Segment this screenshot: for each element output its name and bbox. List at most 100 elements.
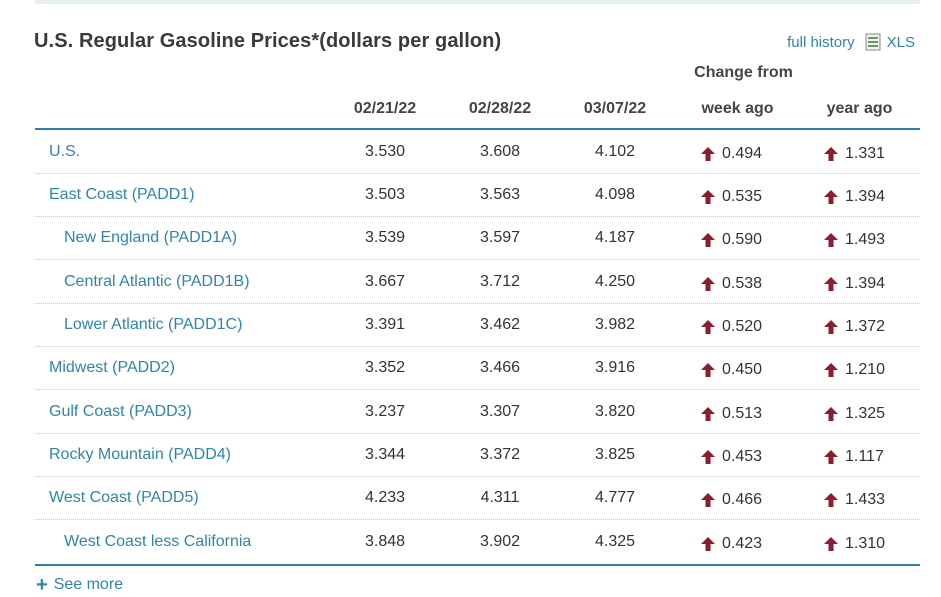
price-cell-02-21-22: 4.233 xyxy=(364,489,406,506)
arrow-up-icon xyxy=(701,190,715,204)
region-link[interactable]: Midwest (PADD2) xyxy=(49,359,175,376)
arrow-up-icon xyxy=(701,493,715,507)
price-cell-02-21-22: 3.391 xyxy=(364,316,406,333)
price-cell-02-21-22: 3.237 xyxy=(364,403,406,420)
region-link[interactable]: West Coast (PADD5) xyxy=(49,489,199,506)
change-value: 1.210 xyxy=(845,361,886,378)
price-cell-03-07-22: 3.916 xyxy=(594,359,636,376)
price-cell-03-07-22: 4.325 xyxy=(594,533,636,550)
price-cell-02-28-22: 3.307 xyxy=(479,403,521,420)
price-cell-02-28-22: 3.902 xyxy=(479,533,521,550)
change-year-cell: 1.394 xyxy=(824,275,885,293)
arrow-up-icon xyxy=(701,407,715,421)
change-year-cell: 1.372 xyxy=(824,318,885,336)
price-cell-03-07-22: 3.982 xyxy=(594,316,636,333)
header-links: full history XLS xyxy=(787,33,915,51)
change-year-cell: 1.117 xyxy=(824,448,884,466)
region-link[interactable]: Gulf Coast (PADD3) xyxy=(49,403,192,420)
change-week-cell: 0.590 xyxy=(701,231,762,249)
plus-icon: + xyxy=(36,574,48,596)
change-value: 1.394 xyxy=(845,188,886,205)
page-title: U.S. Regular Gasoline Prices*(dollars pe… xyxy=(34,30,502,52)
table-row: Central Atlantic (PADD1B) 3.667 3.712 4.250… xyxy=(35,261,920,304)
price-cell-02-28-22: 3.712 xyxy=(479,273,521,290)
change-value: 1.117 xyxy=(845,448,884,465)
price-cell-02-28-22: 3.597 xyxy=(479,229,521,246)
change-week-cell: 0.453 xyxy=(701,448,762,466)
change-year-cell: 1.325 xyxy=(824,405,885,423)
row-separator xyxy=(35,346,920,347)
price-cell-02-28-22: 4.311 xyxy=(480,489,520,506)
arrow-up-icon xyxy=(824,537,838,551)
change-value: 1.433 xyxy=(845,491,886,508)
price-cell-03-07-22: 4.098 xyxy=(594,186,636,203)
arrow-up-icon xyxy=(824,363,838,377)
row-separator xyxy=(35,476,920,477)
see-more-link[interactable]: + See more xyxy=(36,574,123,596)
arrow-up-icon xyxy=(824,190,838,204)
row-separator xyxy=(35,519,920,520)
region-link[interactable]: East Coast (PADD1) xyxy=(49,186,195,203)
xls-link[interactable]: XLS xyxy=(886,33,915,51)
arrow-up-icon xyxy=(824,407,838,421)
table-row: Lower Atlantic (PADD1C) 3.391 3.462 3.982 0.… xyxy=(35,304,920,347)
row-separator xyxy=(35,216,920,217)
price-cell-02-28-22: 3.462 xyxy=(479,316,521,333)
change-value: 1.493 xyxy=(845,231,886,248)
price-cell-02-21-22: 3.344 xyxy=(364,446,406,463)
full-history-link[interactable]: full history xyxy=(787,33,855,51)
change-week-cell: 0.520 xyxy=(701,318,762,336)
change-value: 0.538 xyxy=(722,275,763,292)
spreadsheet-icon[interactable] xyxy=(865,33,881,51)
arrow-up-icon xyxy=(824,450,838,464)
change-year-cell: 1.493 xyxy=(824,231,885,249)
price-cell-02-21-22: 3.352 xyxy=(364,359,406,376)
price-cell-02-21-22: 3.667 xyxy=(364,273,406,290)
change-week-cell: 0.513 xyxy=(701,405,762,423)
change-week-cell: 0.450 xyxy=(701,361,762,379)
arrow-up-icon xyxy=(701,450,715,464)
arrow-up-icon xyxy=(701,233,715,247)
price-cell-03-07-22: 4.250 xyxy=(594,273,636,290)
region-link[interactable]: Central Atlantic (PADD1B) xyxy=(64,273,250,290)
header-rule xyxy=(35,128,920,130)
table-row: Rocky Mountain (PADD4) 3.344 3.372 3.825 0.4… xyxy=(35,434,920,477)
price-cell-03-07-22: 4.777 xyxy=(594,489,636,506)
change-week-cell: 0.535 xyxy=(701,188,762,206)
row-separator xyxy=(35,259,920,260)
change-value: 0.520 xyxy=(722,318,763,335)
region-link[interactable]: Rocky Mountain (PADD4) xyxy=(49,446,231,463)
change-value: 0.450 xyxy=(722,361,763,378)
price-cell-02-28-22: 3.372 xyxy=(479,446,521,463)
region-link[interactable]: U.S. xyxy=(49,143,81,160)
row-separator xyxy=(35,389,920,390)
change-year-cell: 1.331 xyxy=(824,145,885,163)
arrow-up-icon xyxy=(701,277,715,291)
region-link[interactable]: Lower Atlantic (PADD1C) xyxy=(64,316,243,333)
row-separator xyxy=(35,433,920,434)
table-row: Gulf Coast (PADD3) 3.237 3.307 3.820 0.513 1.… xyxy=(35,391,920,434)
table-row: New England (PADD1A) 3.539 3.597 4.187 0.590… xyxy=(35,217,920,260)
change-week-cell: 0.466 xyxy=(701,491,762,509)
arrow-up-icon xyxy=(824,277,838,291)
col-header-date-1: 02/21/22 xyxy=(353,100,417,117)
change-value: 0.494 xyxy=(722,145,763,162)
top-divider xyxy=(35,0,920,4)
col-header-date-2: 02/28/22 xyxy=(468,100,532,117)
change-week-cell: 0.538 xyxy=(701,275,762,293)
region-link[interactable]: West Coast less California xyxy=(64,533,252,550)
arrow-up-icon xyxy=(824,147,838,161)
col-header-year-ago: year ago xyxy=(826,100,893,117)
price-cell-02-21-22: 3.848 xyxy=(364,533,406,550)
arrow-up-icon xyxy=(701,537,715,551)
arrow-up-icon xyxy=(701,320,715,334)
price-cell-03-07-22: 3.820 xyxy=(594,403,636,420)
change-value: 1.310 xyxy=(845,535,886,552)
row-separator xyxy=(35,173,920,174)
region-link[interactable]: New England (PADD1A) xyxy=(64,229,238,246)
change-year-cell: 1.310 xyxy=(824,535,885,553)
change-value: 0.453 xyxy=(722,448,763,465)
change-value: 0.535 xyxy=(722,188,763,205)
arrow-up-icon xyxy=(824,493,838,507)
change-value: 1.372 xyxy=(845,318,886,335)
